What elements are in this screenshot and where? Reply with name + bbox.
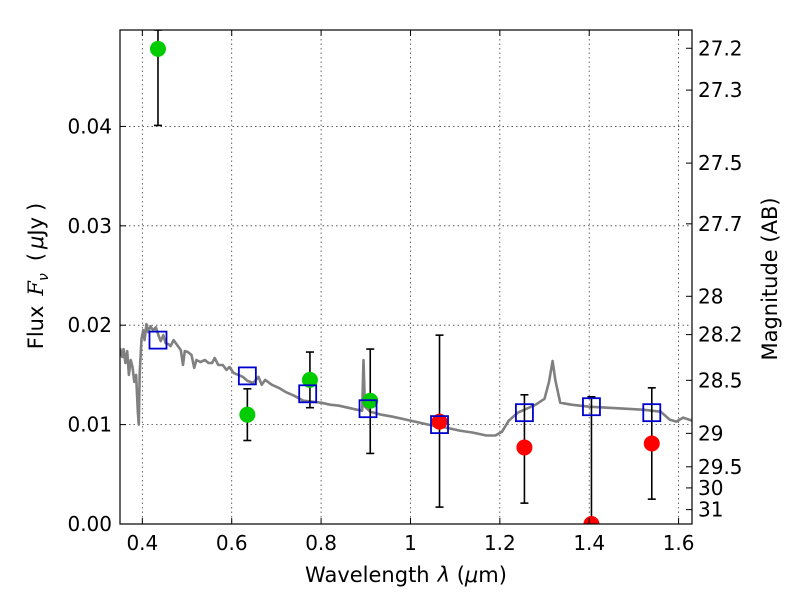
y2-tick-label: 29.5	[698, 455, 743, 479]
x-tick-label: 1.4	[573, 531, 605, 555]
model-photometry-square	[430, 415, 449, 435]
y2-tick-label: 27.7	[698, 212, 743, 236]
y2-tick-label: 27.2	[698, 36, 743, 60]
x-tick-label: 0.8	[305, 531, 337, 555]
y2-axis-label: Magnitude (AB)	[758, 197, 782, 360]
y2-tick-label: 27.3	[698, 78, 743, 102]
y2-tick-label: 28	[698, 284, 723, 308]
plot-frame	[119, 29, 693, 525]
y-tick-label: 0.01	[67, 413, 112, 437]
grid	[120, 30, 692, 524]
y2-tick-label: 28.2	[698, 323, 743, 347]
model-photometry-square	[148, 330, 168, 350]
green-data-point	[301, 371, 318, 388]
x-tick-label: 1.6	[663, 531, 695, 555]
plot-area	[120, 30, 692, 524]
y-tick-label: 0.00	[67, 512, 112, 536]
red-data-point	[516, 439, 533, 456]
x-tick-label: 0.6	[216, 531, 248, 555]
y2-tick-label: 29	[698, 421, 723, 445]
y2-tick-label: 31	[698, 498, 723, 522]
y2-tick-label: 28.5	[698, 368, 743, 392]
model-photometry-square	[358, 399, 378, 419]
series-layer	[120, 30, 692, 524]
green-data-point	[149, 40, 166, 57]
red-data-point	[643, 435, 660, 452]
model-photometry-square	[298, 384, 318, 404]
red-data-point	[583, 516, 600, 524]
y-tick-label: 0.04	[67, 114, 112, 138]
model-photometry-square	[642, 403, 662, 423]
model-photometry-square	[582, 397, 601, 417]
x-tick-label: 1.2	[484, 531, 516, 555]
x-tick-label: 0.4	[126, 531, 158, 555]
red-data-point	[431, 413, 448, 430]
x-tick-label: 1	[404, 531, 417, 555]
model-spectrum-line	[120, 322, 692, 437]
y2-tick-label: 27.5	[698, 151, 743, 175]
y2-tick-label: 30	[698, 476, 723, 500]
model-photometry-square	[237, 366, 257, 386]
y-tick-label: 0.03	[67, 214, 112, 238]
x-axis-label: Wavelength λ (μm)	[305, 563, 507, 587]
green-data-point	[239, 406, 256, 423]
axes: 0.4 0.6 0.8 1 1.2 1.4 1.6 0.00 0.01 0.02 0.03 0.04 2…	[67, 30, 743, 555]
y-axis-label: FluxFν(μJy)	[24, 203, 52, 349]
model-photometry-square	[515, 403, 534, 423]
y-tick-label: 0.02	[67, 313, 112, 337]
